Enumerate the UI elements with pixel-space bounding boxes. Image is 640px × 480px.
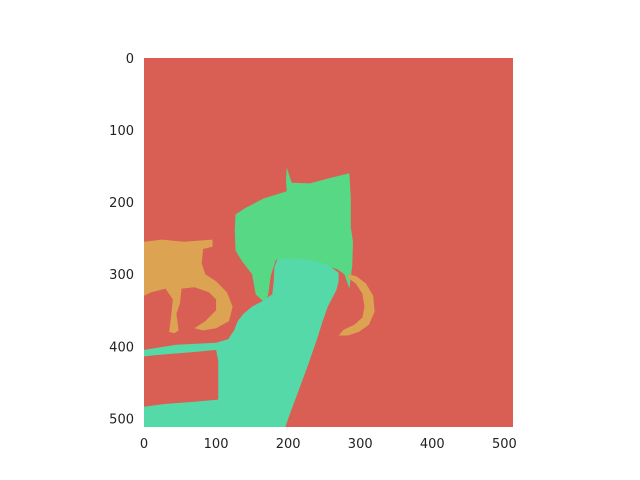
y-tick-label: 200 (109, 196, 134, 211)
x-tick-label: 200 (276, 437, 301, 452)
y-tick-label: 300 (109, 268, 134, 283)
x-tick-label: 400 (420, 437, 445, 452)
x-tick-label: 0 (140, 437, 148, 452)
bicycle-region-2 (144, 239, 233, 334)
cat-region-0 (234, 167, 353, 303)
x-axis: 0 100 200 300 400 500 (140, 437, 517, 452)
y-tick-label: 400 (109, 340, 134, 355)
x-tick-label: 100 (204, 437, 229, 452)
x-tick-label: 300 (348, 437, 373, 452)
y-tick-label: 100 (109, 124, 134, 139)
x-tick-label: 500 (492, 437, 517, 452)
y-tick-label: 500 (109, 412, 134, 427)
bicycle-region-3 (338, 274, 375, 336)
plot-area (144, 58, 513, 427)
y-axis: 0 100 200 300 400 500 (109, 52, 134, 427)
y-tick-label: 0 (126, 52, 134, 67)
chair-region-1 (144, 258, 339, 427)
